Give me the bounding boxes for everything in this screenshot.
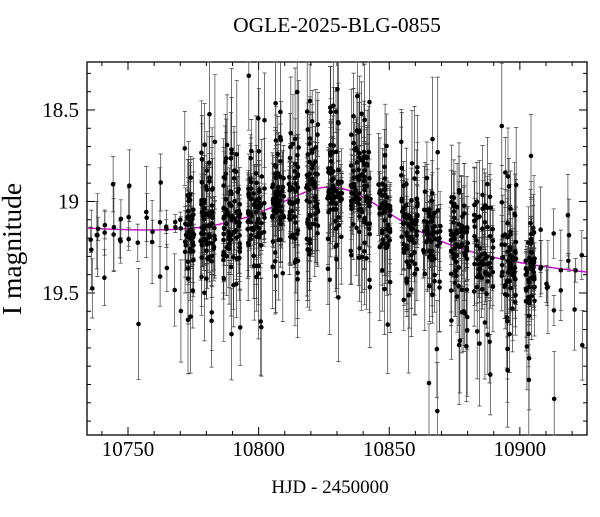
svg-text:I magnitude: I magnitude — [0, 183, 27, 315]
svg-text:HJD - 2450000: HJD - 2450000 — [271, 477, 388, 498]
svg-text:19: 19 — [58, 189, 79, 213]
svg-text:10800: 10800 — [232, 437, 285, 461]
svg-text:10750: 10750 — [102, 437, 155, 461]
svg-text:18.5: 18.5 — [42, 98, 79, 122]
svg-text:10900: 10900 — [494, 437, 547, 461]
svg-text:19.5: 19.5 — [42, 281, 79, 305]
svg-text:10850: 10850 — [363, 437, 416, 461]
svg-text:OGLE-2025-BLG-0855: OGLE-2025-BLG-0855 — [233, 13, 441, 37]
